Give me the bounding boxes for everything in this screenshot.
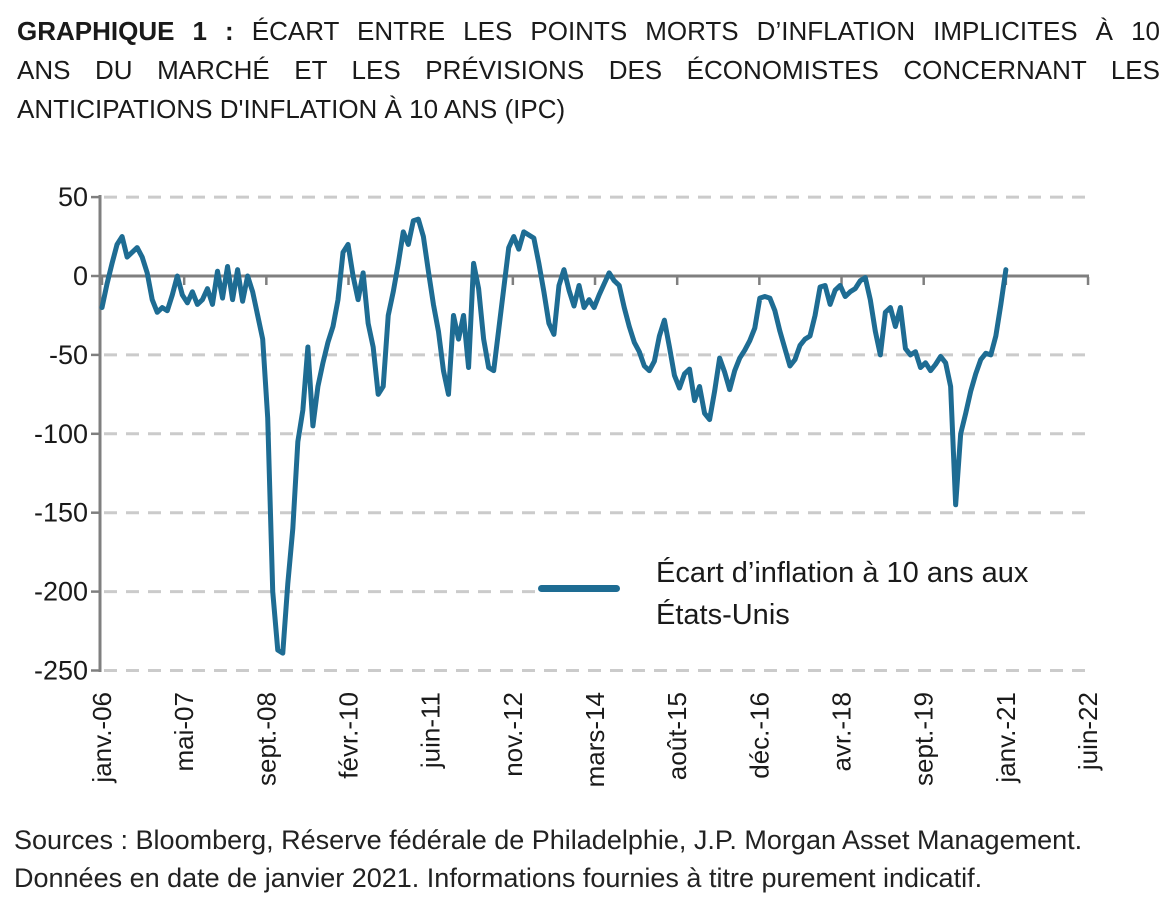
chart-title-prefix: GRAPHIQUE 1 : <box>17 16 234 46</box>
series-line-ecart-inflation <box>99 216 1009 656</box>
x-tick-label-juin-22: juin-22 <box>1073 692 1103 771</box>
source-note-line1: Sources : Bloomberg, Réserve fédérale de… <box>14 825 1083 855</box>
x-axis-tick-labels: janv.-06 mai-07 sept.-08 févr.-10 juin-11 nov… <box>87 692 1103 787</box>
chart-title: GRAPHIQUE 1 : ÉCART ENTRE LES POINTS MOR… <box>17 12 1160 129</box>
x-tick-label-nov.-12: nov.-12 <box>498 692 528 777</box>
x-tick-label-août-15: août-15 <box>662 692 692 780</box>
legend-label: Écart d’inflation à 10 ans aux États-Uni… <box>656 557 1029 631</box>
x-tick-label-déc.-16: déc.-16 <box>744 692 774 779</box>
chart-title-line1-rest: ÉCART ENTRE LES POINTS MORTS D’INFLATION… <box>251 16 1161 46</box>
x-tick-label-mai-07: mai-07 <box>169 692 199 771</box>
y-tick-label-50: 50 <box>58 182 88 212</box>
x-tick-label-janv.-06: janv.-06 <box>87 692 117 784</box>
y-tick-label--150: -150 <box>34 498 88 528</box>
x-tick-label-janv.-21: janv.-21 <box>991 692 1021 784</box>
source-note-line2: Données en date de janvier 2021. Informa… <box>14 863 983 893</box>
legend-line-swatch <box>538 585 620 592</box>
chart-legend: Écart d’inflation à 10 ans aux États-Uni… <box>538 552 1086 636</box>
x-tick-label-avr.-18: avr.-18 <box>827 692 857 772</box>
chart-title-line2: ANS DU MARCHÉ ET LES PRÉVISIONS DES ÉCON… <box>17 55 1160 85</box>
chart-title-line1: GRAPHIQUE 1 : ÉCART ENTRE LES POINTS MOR… <box>17 12 1160 51</box>
y-axis-tick-labels: 50 0 -50 -100 -150 -200 -250 <box>34 182 88 685</box>
y-tick-label--250: -250 <box>34 656 88 686</box>
x-tick-label-sept.-08: sept.-08 <box>251 692 281 786</box>
series-path-ecart-inflation <box>99 216 1009 656</box>
y-tick-label-0: 0 <box>73 261 88 291</box>
x-tick-label-févr.-10: févr.-10 <box>334 692 364 779</box>
chart-title-line3: ANTICIPATIONS D'INFLATION À 10 ANS (IPC) <box>17 94 566 124</box>
x-tick-label-mars-14: mars-14 <box>580 692 610 787</box>
x-tick-label-juin-11: juin-11 <box>416 692 446 769</box>
source-note: Sources : Bloomberg, Réserve fédérale de… <box>14 821 1170 897</box>
y-tick-label--200: -200 <box>34 577 88 607</box>
y-tick-label--100: -100 <box>34 419 88 449</box>
y-tick-label--50: -50 <box>49 340 88 370</box>
x-tick-label-sept.-19: sept.-19 <box>909 692 939 786</box>
